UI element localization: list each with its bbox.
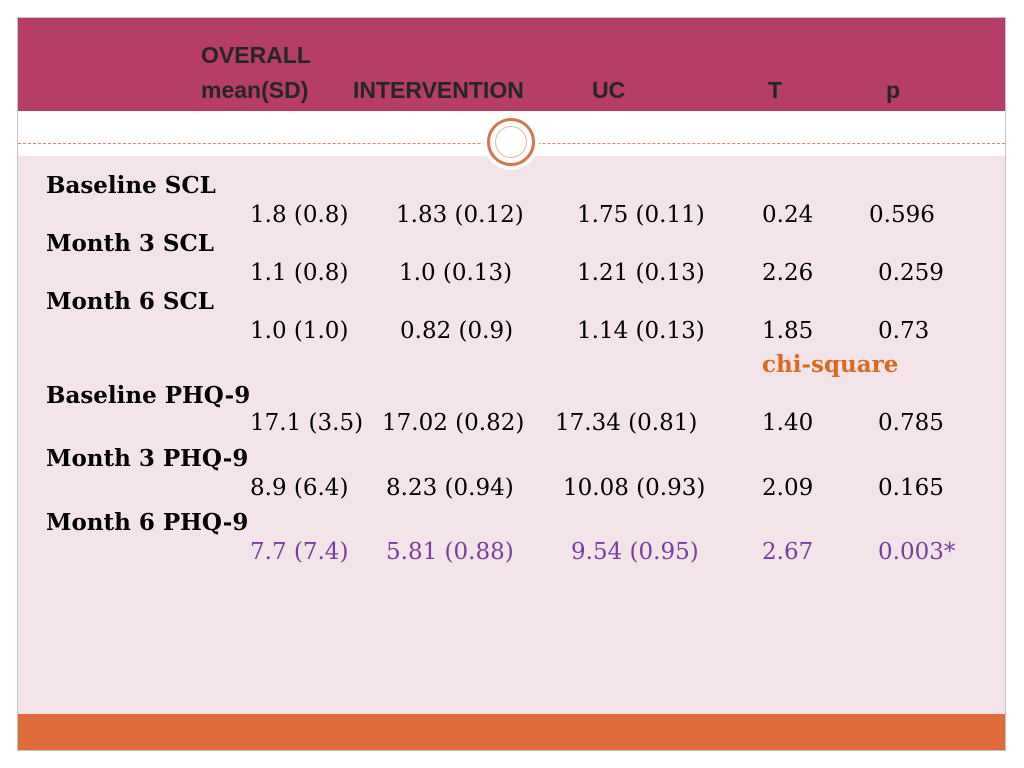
cell-uc: 1.14 (0.13) bbox=[577, 318, 705, 344]
cell-p: 0.73 bbox=[878, 318, 930, 344]
cell-overall: 7.7 (7.4) bbox=[250, 539, 349, 565]
cell-p: 0.785 bbox=[878, 410, 944, 436]
cell-overall: 17.1 (3.5) bbox=[250, 410, 364, 436]
cell-intervention: 1.0 (0.13) bbox=[399, 260, 513, 286]
row-label-month6-phq9: Month 6 PHQ-9 bbox=[46, 509, 249, 536]
cell-p: 0.003* bbox=[878, 539, 956, 565]
cell-t: 0.24 bbox=[762, 202, 814, 228]
cell-p: 0.596 bbox=[869, 202, 935, 228]
cell-intervention: 5.81 (0.88) bbox=[386, 539, 514, 565]
cell-p: 0.165 bbox=[878, 475, 944, 501]
cell-t: 2.26 bbox=[762, 260, 814, 286]
header-col-intervention: INTERVENTION bbox=[353, 77, 524, 103]
cell-intervention: 0.82 (0.9) bbox=[400, 318, 514, 344]
header-band: OVERALL mean(SD) INTERVENTION UC T p bbox=[18, 18, 1005, 111]
header-col-overall: mean(SD) bbox=[201, 77, 309, 103]
cell-overall: 1.8 (0.8) bbox=[250, 202, 349, 228]
row-label-baseline-phq9: Baseline PHQ-9 bbox=[46, 382, 251, 409]
cell-t: 1.40 bbox=[762, 410, 814, 436]
cell-t: 2.67 bbox=[762, 539, 814, 565]
slide: OVERALL mean(SD) INTERVENTION UC T p Bas… bbox=[17, 17, 1006, 751]
circle-ornament-icon bbox=[483, 114, 539, 170]
cell-uc: 17.34 (0.81) bbox=[555, 410, 698, 436]
row-label-month3-phq9: Month 3 PHQ-9 bbox=[46, 445, 249, 472]
row-label-month6-scl: Month 6 SCL bbox=[46, 288, 214, 315]
cell-t: 1.85 bbox=[762, 318, 814, 344]
cell-intervention: 8.23 (0.94) bbox=[386, 475, 514, 501]
cell-overall: 1.1 (0.8) bbox=[250, 260, 349, 286]
cell-t: 2.09 bbox=[762, 475, 814, 501]
cell-overall: 8.9 (6.4) bbox=[250, 475, 349, 501]
footer-band bbox=[18, 714, 1005, 750]
ornament-ring bbox=[487, 118, 535, 166]
cell-uc: 1.75 (0.11) bbox=[577, 202, 705, 228]
cell-intervention: 1.83 (0.12) bbox=[396, 202, 524, 228]
cell-p: 0.259 bbox=[878, 260, 944, 286]
cell-uc: 9.54 (0.95) bbox=[571, 539, 699, 565]
cell-uc: 1.21 (0.13) bbox=[577, 260, 705, 286]
header-col-p: p bbox=[886, 77, 901, 103]
header-col-t: T bbox=[768, 77, 783, 103]
cell-uc: 10.08 (0.93) bbox=[563, 475, 706, 501]
row-label-baseline-scl: Baseline SCL bbox=[46, 172, 216, 199]
ornament-inner-ring bbox=[495, 126, 527, 158]
chi-square-note: chi-square bbox=[762, 351, 899, 378]
cell-overall: 1.0 (1.0) bbox=[250, 318, 349, 344]
row-label-month3-scl: Month 3 SCL bbox=[46, 230, 214, 257]
header-col-uc: UC bbox=[592, 77, 626, 103]
header-overall-label: OVERALL bbox=[201, 42, 311, 68]
cell-intervention: 17.02 (0.82) bbox=[382, 410, 525, 436]
